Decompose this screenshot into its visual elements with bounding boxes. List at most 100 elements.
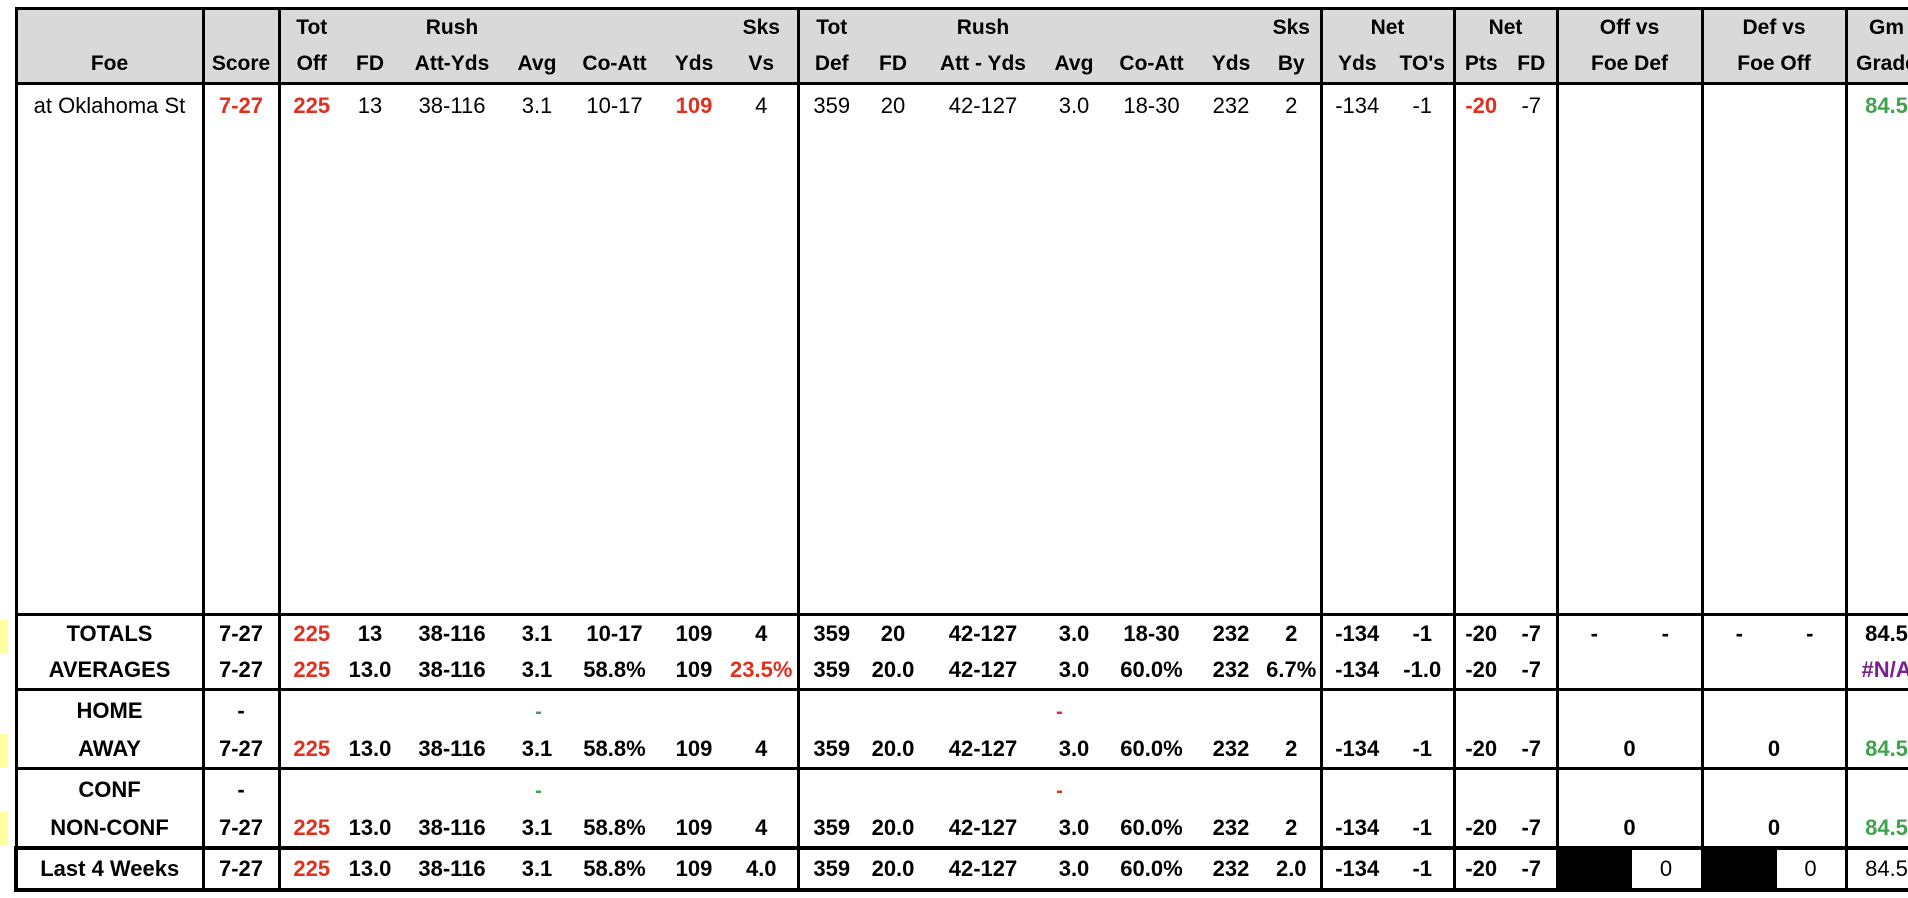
nonconf-grade: 84.5 — [1844, 810, 1908, 848]
nonconf-sks-vs: 4 — [755, 815, 768, 840]
home-net — [1319, 688, 1454, 731]
home-offense-dash: - — [277, 688, 798, 731]
totals-score: 7-27 — [201, 613, 279, 652]
conf-def-rush-dash: - — [1056, 780, 1063, 802]
last4-avg: 3.1 — [507, 846, 567, 892]
averages-def-avg: 3.0 — [1058, 657, 1090, 682]
header-def-fd-top — [864, 7, 922, 46]
conf-offense-dash: - — [277, 767, 798, 810]
last4-def-vs-value: 0 — [1804, 856, 1817, 881]
averages-net-yds: -134 — [1319, 652, 1392, 690]
game-foe: at Oklahoma St — [14, 82, 203, 615]
away-net-pts: -20 — [1452, 731, 1507, 769]
header-def-avg: Avg — [1044, 46, 1104, 84]
game-score: 7-27 — [201, 82, 279, 615]
header-def-avg-top — [1044, 7, 1104, 46]
nonconf-net-yds: -134 — [1319, 810, 1392, 848]
game-row: at Oklahoma St 7-27 225 13 38-116 3.1 10… — [14, 82, 1908, 615]
averages-def-fd: 20.0 — [871, 657, 915, 682]
last-4-weeks-row: Last 4 Weeks 7-27 225 13.0 38-116 3.1 58… — [14, 846, 1908, 892]
nonconf-net-tos: -1 — [1412, 815, 1433, 840]
last4-off-vs-value: 0 — [1659, 856, 1673, 881]
game-yds: 109 — [662, 82, 726, 615]
header-def-att-yds: Att - Yds — [922, 46, 1044, 84]
game-avg: 3.1 — [507, 82, 567, 615]
last4-off-vs: 0 — [1628, 846, 1703, 892]
away-net-yds: -134 — [1319, 731, 1392, 769]
header-yds: Yds — [662, 46, 726, 84]
header-sks-by-top: Sks — [1263, 7, 1321, 46]
away-def-fd: 20.0 — [871, 736, 915, 761]
conf-score: - — [201, 767, 279, 810]
averages-def-vs — [1700, 652, 1847, 690]
totals-sks-vs: 4 — [726, 613, 798, 652]
conf-grade — [1844, 767, 1908, 810]
conf-net2 — [1452, 767, 1557, 810]
header-foe-top — [14, 7, 203, 46]
last4-co-att: 58.8% — [567, 846, 662, 892]
header-gm-top: Gm — [1844, 7, 1908, 46]
averages-fd: 13.0 — [348, 657, 392, 682]
home-grade — [1844, 688, 1908, 731]
last4-tot-off: 225 — [277, 846, 343, 892]
nonconf-co-att: 58.8% — [583, 815, 646, 840]
away-tot-off: 225 — [277, 731, 343, 769]
away-def-vs: 0 — [1700, 731, 1847, 769]
game-def-yds: 232 — [1199, 82, 1263, 615]
last4-grade: 84.5 — [1844, 846, 1908, 892]
away-sks-by: 2 — [1285, 736, 1298, 761]
last4-fd: 13.0 — [343, 846, 397, 892]
nonconf-label: NON-CONF — [14, 810, 203, 848]
home-rush-dash: - — [535, 701, 542, 723]
conf-off-vs — [1555, 767, 1703, 810]
away-row: AWAY 7-27 225 13.0 38-116 3.1 58.8% 109 … — [14, 731, 1908, 769]
averages-avg: 3.1 — [521, 657, 553, 682]
away-fd: 13.0 — [348, 736, 392, 761]
game-tot-off: 225 — [277, 82, 343, 615]
totals-off-vs-b: - — [1630, 613, 1703, 652]
conf-label: CONF — [14, 767, 203, 810]
away-sks-vs: 4 — [755, 736, 768, 761]
header-grade: Grade — [1844, 46, 1908, 84]
totals-row: TOTALS 7-27 225 13 38-116 3.1 10-17 109 … — [14, 613, 1908, 652]
conf-rush-dash: - — [535, 780, 542, 802]
header-def-rush-top: Rush — [922, 7, 1044, 46]
last4-sks-by: 2.0 — [1263, 846, 1321, 892]
totals-def-vs-b: - — [1775, 613, 1847, 652]
last4-def-yds: 232 — [1199, 846, 1263, 892]
averages-tot-def: 359 — [796, 652, 864, 690]
header-tot-off-top: Tot — [277, 7, 343, 46]
conf-def-vs — [1700, 767, 1847, 810]
nonconf-off-vs: 0 — [1555, 810, 1703, 848]
header-net-tos: TO's — [1392, 46, 1454, 84]
last4-tot-def: 359 — [796, 846, 864, 892]
home-off-vs — [1555, 688, 1703, 731]
totals-def-yds: 232 — [1199, 613, 1263, 652]
nonconf-def-yds: 232 — [1212, 815, 1250, 840]
game-sks-vs: 4 — [726, 82, 798, 615]
totals-net-tos: -1 — [1392, 613, 1454, 652]
totals-avg: 3.1 — [507, 613, 567, 652]
averages-net-fd: -7 — [1521, 657, 1542, 682]
totals-net-pts: -20 — [1452, 613, 1507, 652]
totals-tot-off: 225 — [277, 613, 343, 652]
averages-sks-vs: 23.5% — [730, 657, 793, 682]
totals-fd: 13 — [343, 613, 397, 652]
last4-grade-value: 84.5 — [1865, 856, 1908, 881]
game-def-rush: 42-127 — [922, 82, 1044, 615]
header-co-att: Co-Att — [567, 46, 662, 84]
away-grade: 84.5 — [1844, 731, 1908, 769]
header-score-top — [201, 7, 279, 46]
header-row-2: Foe Score Off FD Att-Yds Avg Co-Att Yds … — [14, 46, 1908, 84]
last4-def-avg: 3.0 — [1044, 846, 1104, 892]
game-co-att: 10-17 — [567, 82, 662, 615]
away-yds: 109 — [675, 736, 713, 761]
header-net-top: Net — [1319, 7, 1454, 46]
last4-off-vs-shade — [1555, 846, 1630, 892]
nonconf-def-rush: 42-127 — [948, 815, 1018, 840]
game-sks-by: 2 — [1263, 82, 1321, 615]
header-def-vs-top: Def vs — [1700, 7, 1847, 46]
game-grade: 84.5 — [1844, 82, 1908, 615]
conf-defense-dash: - — [796, 767, 1321, 810]
totals-def-fd: 20 — [864, 613, 922, 652]
